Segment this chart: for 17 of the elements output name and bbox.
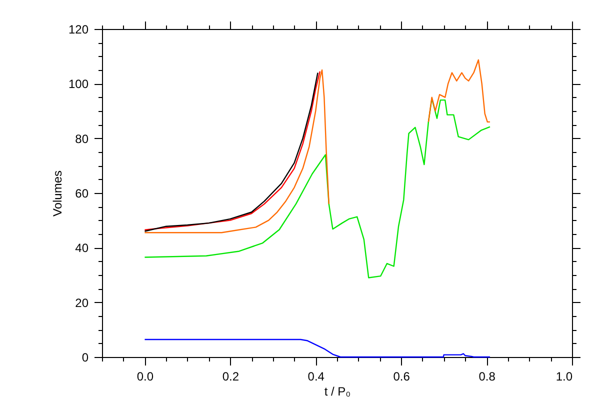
- line-series: [144, 338, 491, 358]
- y-tick-label: 60: [75, 186, 89, 200]
- y-axis-title: Volumes: [50, 170, 64, 217]
- x-tick-label: 0.4: [308, 370, 325, 384]
- x-tick-label: 0.2: [222, 370, 240, 384]
- x-axis-title: t / P₀: [324, 384, 351, 398]
- y-tick-label: 80: [75, 132, 89, 146]
- line-series: [144, 98, 491, 278]
- y-tick-label: 120: [68, 22, 89, 36]
- y-tick-label: 20: [75, 296, 89, 310]
- y-tick-label: 100: [68, 77, 89, 92]
- x-tick-label: 0.0: [136, 370, 154, 384]
- y-tick-label: 0: [82, 350, 89, 364]
- x-tick-label: 0.8: [478, 370, 496, 384]
- x-tick-label: 0.6: [393, 370, 410, 384]
- x-tick-label: 1.0: [556, 370, 573, 384]
- y-tick-label: 40: [75, 241, 89, 256]
